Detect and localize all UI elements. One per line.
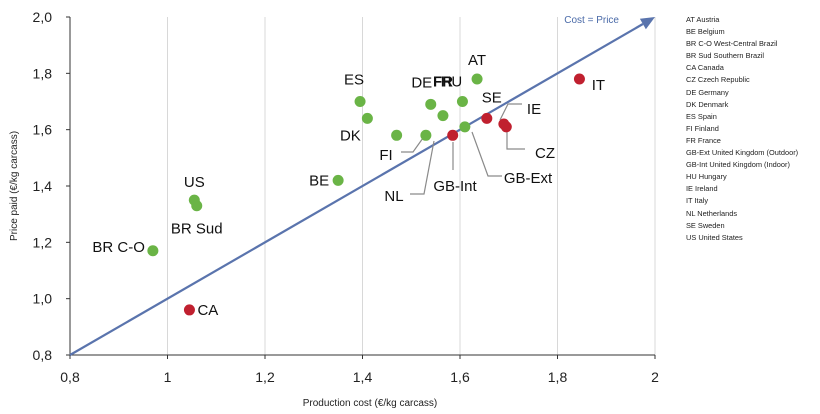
- label-ie: IE: [527, 101, 541, 118]
- point-ie: [498, 118, 510, 130]
- label-fr: FR: [433, 74, 453, 91]
- label-ca: CA: [197, 302, 218, 319]
- x-tick-label: 1: [164, 369, 172, 385]
- data-points: [147, 73, 585, 316]
- y-tick-label: 1,6: [33, 122, 53, 138]
- label-de: DE: [411, 74, 432, 91]
- reference-line: [69, 23, 644, 356]
- legend-item: SE Sweden: [686, 220, 725, 230]
- x-tick-label: 2: [651, 369, 659, 385]
- legend-item: ES Spain: [686, 111, 717, 121]
- reference-arrowhead: [639, 17, 655, 30]
- label-be: BE: [309, 172, 329, 189]
- leader-gb-ext: [471, 131, 502, 177]
- point-gb-int: [447, 129, 459, 141]
- label-es: ES: [344, 72, 364, 89]
- legend-item: US United States: [686, 232, 743, 242]
- legend-item: GB-Ext United Kingdom (Outdoor): [686, 148, 799, 158]
- tick-labels: 0,8 1 1,2 1,4 1,6 1,8 2 0,8 1,0 1,2 1,4 1,6 1,8 2,0: [33, 9, 660, 385]
- legend-item: IE Ireland: [686, 184, 718, 194]
- y-tick-label: 1,8: [33, 65, 53, 81]
- legend: AT Austria BE Belgium BR C-O West-Central …: [686, 14, 816, 244]
- point-nl: [420, 129, 432, 141]
- point-fi: [391, 129, 403, 141]
- label-it: IT: [592, 77, 605, 94]
- legend-item: BR C-O West-Central Brazil: [686, 39, 778, 49]
- point-it: [573, 73, 585, 85]
- y-tick-label: 2,0: [33, 9, 53, 25]
- label-nl: NL: [384, 188, 403, 205]
- y-tick-label: 0,8: [33, 347, 53, 363]
- legend-item: AT Austria: [686, 15, 720, 24]
- legend-item: DE Germany: [686, 87, 729, 97]
- label-se: SE: [482, 89, 502, 106]
- label-gb-int: GB-Int: [433, 178, 477, 195]
- point-se: [481, 112, 493, 124]
- y-tick-label: 1,4: [33, 178, 53, 194]
- legend-item: BE Belgium: [686, 27, 725, 37]
- reference-line-label: Cost = Price: [564, 15, 619, 26]
- point-hu: [456, 96, 468, 107]
- point-br-c-o: [147, 245, 159, 257]
- legend-item: CA Canada: [686, 63, 724, 73]
- label-dk: DK: [340, 127, 361, 144]
- label-br-sud: BR Sud: [171, 221, 223, 238]
- leader-fi: [401, 137, 424, 153]
- point-gb-ext: [459, 121, 471, 133]
- label-hu: HU: [441, 74, 463, 91]
- y-tick-label: 1,2: [33, 234, 53, 250]
- leader-ie: [499, 103, 522, 121]
- point-de: [425, 98, 437, 110]
- x-tick-label: 1,6: [450, 369, 470, 385]
- leader-nl: [410, 140, 435, 195]
- legend-item: FI Finland: [686, 123, 719, 133]
- label-gb-ext: GB-Ext: [504, 170, 553, 187]
- legend-item: GB-Int United Kingdom (Indoor): [686, 160, 790, 170]
- legend-item: HU Hungary: [686, 172, 727, 182]
- legend-item: CZ Czech Republic: [686, 75, 750, 85]
- x-tick-label: 1,8: [548, 369, 568, 385]
- x-tick-label: 1,4: [353, 369, 373, 385]
- y-axis-title: Price paid (€/kg carcass): [9, 131, 20, 241]
- cost-price-line: Cost = Price: [69, 15, 655, 356]
- leader-cz: [506, 132, 525, 150]
- legend-item: NL Netherlands: [686, 208, 738, 218]
- x-axis-title: Production cost (€/kg carcass): [303, 398, 438, 409]
- point-ca: [183, 304, 195, 316]
- point-us: [188, 194, 200, 206]
- label-br-c-o: BR C-O: [92, 239, 145, 256]
- x-tick-label: 0,8: [60, 369, 80, 385]
- label-cz: CZ: [535, 145, 555, 162]
- label-fi: FI: [379, 147, 392, 164]
- legend-item: IT Italy: [686, 196, 709, 206]
- label-at: AT: [468, 52, 486, 69]
- legend-item: BR Sud Southern Brazil: [686, 51, 765, 61]
- legend-item: DK Denmark: [686, 99, 729, 109]
- label-us: US: [184, 174, 205, 191]
- point-labels: AT BE BR C-O BR Sud CA CZ DE DK ES FI FR GB-Ext GB-I…: [92, 52, 605, 319]
- point-be: [332, 174, 344, 186]
- point-es: [354, 96, 366, 107]
- point-at: [471, 73, 483, 85]
- grid-lines: [167, 17, 656, 355]
- leader-lines: [401, 103, 525, 195]
- legend-item: FR France: [686, 135, 721, 145]
- point-dk: [361, 112, 373, 124]
- point-fr: [437, 110, 449, 122]
- y-tick-label: 1,0: [33, 291, 53, 307]
- x-tick-label: 1,2: [255, 369, 275, 385]
